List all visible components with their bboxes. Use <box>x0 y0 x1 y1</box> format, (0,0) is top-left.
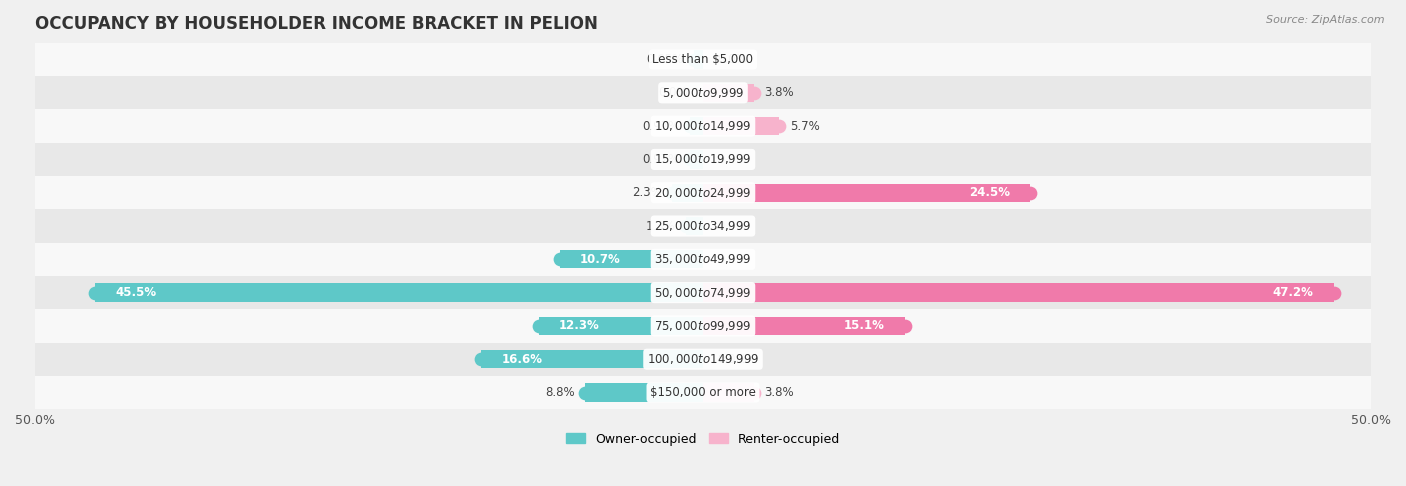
Bar <box>560 250 703 268</box>
Text: 0.0%: 0.0% <box>717 53 748 66</box>
Bar <box>35 76 1371 109</box>
Bar <box>672 184 703 202</box>
Bar <box>690 117 703 135</box>
Text: 24.5%: 24.5% <box>969 186 1011 199</box>
Text: 16.6%: 16.6% <box>502 353 543 366</box>
Text: $35,000 to $49,999: $35,000 to $49,999 <box>654 252 752 266</box>
Bar <box>686 217 703 235</box>
Text: 5.7%: 5.7% <box>790 120 820 133</box>
Text: 0.65%: 0.65% <box>647 53 683 66</box>
Text: 0.0%: 0.0% <box>717 153 748 166</box>
Text: 0.97%: 0.97% <box>643 120 679 133</box>
Bar <box>35 376 1371 409</box>
Text: 2.3%: 2.3% <box>631 186 662 199</box>
Text: 0.0%: 0.0% <box>717 220 748 232</box>
Text: 3.8%: 3.8% <box>765 386 794 399</box>
Text: 47.2%: 47.2% <box>1272 286 1313 299</box>
Text: $10,000 to $14,999: $10,000 to $14,999 <box>654 119 752 133</box>
Text: 0.0%: 0.0% <box>658 87 689 99</box>
Text: $75,000 to $99,999: $75,000 to $99,999 <box>654 319 752 333</box>
Bar <box>703 383 754 401</box>
Bar <box>35 309 1371 343</box>
Text: 8.8%: 8.8% <box>546 386 575 399</box>
Legend: Owner-occupied, Renter-occupied: Owner-occupied, Renter-occupied <box>561 428 845 451</box>
Text: $20,000 to $24,999: $20,000 to $24,999 <box>654 186 752 200</box>
Bar <box>35 209 1371 243</box>
Bar <box>35 43 1371 76</box>
Text: 1.3%: 1.3% <box>645 220 675 232</box>
Text: 12.3%: 12.3% <box>558 319 599 332</box>
Text: OCCUPANCY BY HOUSEHOLDER INCOME BRACKET IN PELION: OCCUPANCY BY HOUSEHOLDER INCOME BRACKET … <box>35 15 598 33</box>
Bar <box>35 243 1371 276</box>
Text: 0.0%: 0.0% <box>717 253 748 266</box>
Text: $15,000 to $19,999: $15,000 to $19,999 <box>654 153 752 166</box>
Text: Less than $5,000: Less than $5,000 <box>652 53 754 66</box>
Bar <box>35 143 1371 176</box>
Bar <box>35 176 1371 209</box>
Bar <box>35 276 1371 309</box>
Bar <box>703 283 1334 302</box>
Bar <box>35 109 1371 143</box>
Bar <box>35 343 1371 376</box>
Text: $100,000 to $149,999: $100,000 to $149,999 <box>647 352 759 366</box>
Text: 15.1%: 15.1% <box>844 319 884 332</box>
Text: 10.7%: 10.7% <box>581 253 621 266</box>
Bar <box>695 51 703 69</box>
Text: 0.0%: 0.0% <box>717 353 748 366</box>
Bar <box>690 150 703 169</box>
Text: $50,000 to $74,999: $50,000 to $74,999 <box>654 286 752 300</box>
Bar <box>703 84 754 102</box>
Bar <box>703 117 779 135</box>
Bar <box>538 317 703 335</box>
Text: $25,000 to $34,999: $25,000 to $34,999 <box>654 219 752 233</box>
Text: Source: ZipAtlas.com: Source: ZipAtlas.com <box>1267 15 1385 25</box>
Bar <box>585 383 703 401</box>
Text: 0.97%: 0.97% <box>643 153 679 166</box>
Bar <box>481 350 703 368</box>
Bar <box>703 184 1031 202</box>
Text: 45.5%: 45.5% <box>115 286 156 299</box>
Text: 3.8%: 3.8% <box>765 87 794 99</box>
Text: $5,000 to $9,999: $5,000 to $9,999 <box>662 86 744 100</box>
Bar <box>96 283 703 302</box>
Bar <box>703 317 904 335</box>
Text: $150,000 or more: $150,000 or more <box>650 386 756 399</box>
